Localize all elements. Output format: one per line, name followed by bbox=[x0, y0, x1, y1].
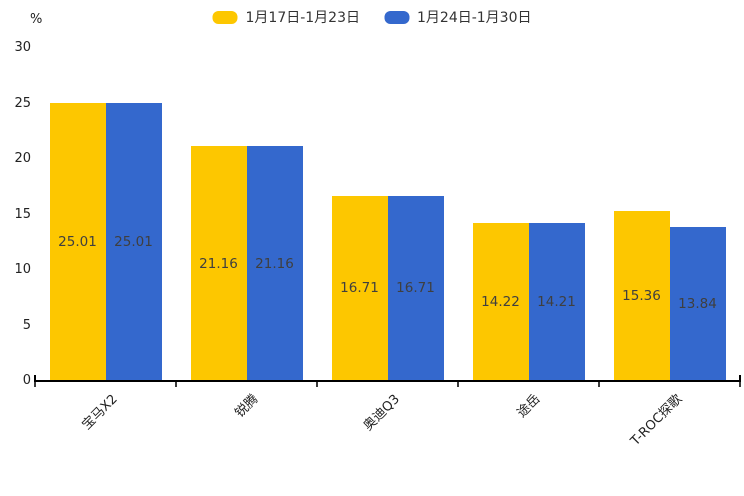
legend-marker-week1-icon bbox=[212, 10, 238, 24]
bar-week1-0: 25.01 bbox=[49, 103, 106, 381]
x-axis-endcap bbox=[34, 375, 36, 380]
y-axis-tick-label: 10 bbox=[14, 262, 31, 277]
y-axis-tick-label: 30 bbox=[14, 40, 31, 55]
bar-week2-2: 16.71 bbox=[387, 195, 444, 381]
bar-week2-0: 25.01 bbox=[105, 103, 162, 381]
x-axis-category-label: 宝马X2 bbox=[79, 391, 121, 433]
x-axis-line bbox=[34, 380, 741, 382]
legend-label-week1: 1月17日-1月23日 bbox=[245, 10, 361, 26]
y-axis-tick-label: 5 bbox=[22, 317, 31, 333]
x-axis-category-label: 锐腾 bbox=[232, 391, 262, 421]
bar-week1-2: 16.71 bbox=[331, 195, 388, 381]
bar-value-label: 25.01 bbox=[58, 234, 97, 251]
bar-week1-4: 15.36 bbox=[613, 210, 670, 381]
bar-week2-3: 14.21 bbox=[528, 223, 585, 381]
x-axis-tick bbox=[457, 382, 459, 387]
bar-week1-1: 21.16 bbox=[190, 146, 247, 381]
bar-value-label: 25.01 bbox=[114, 234, 153, 251]
chart-legend: 1月17日-1月23日 1月24日-1月30日 bbox=[212, 7, 532, 27]
x-axis-tick bbox=[739, 382, 741, 387]
bar-value-label: 16.71 bbox=[340, 280, 379, 297]
bar-value-label: 21.16 bbox=[255, 255, 294, 272]
bar-week1-3: 14.22 bbox=[472, 223, 529, 381]
y-axis-tick-label: 25 bbox=[14, 95, 31, 111]
legend-label-week2: 1月24日-1月30日 bbox=[417, 10, 532, 26]
y-axis-tick-label: 0 bbox=[22, 373, 31, 388]
bar-value-label: 14.21 bbox=[537, 294, 576, 311]
x-axis-tick bbox=[34, 382, 36, 387]
legend-item-week2[interactable]: 1月24日-1月30日 bbox=[384, 7, 532, 27]
legend-marker-week2-icon bbox=[384, 10, 409, 24]
bar-value-label: 13.84 bbox=[678, 296, 717, 313]
bar-value-label: 15.36 bbox=[622, 287, 661, 304]
x-axis-category-label: 途岳 bbox=[514, 391, 544, 421]
x-axis-tick bbox=[175, 382, 177, 387]
y-axis-unit-label: % bbox=[30, 12, 43, 27]
x-axis-category-label: T-ROC探歌 bbox=[627, 391, 685, 449]
bar-value-label: 14.22 bbox=[481, 294, 520, 311]
bar-week2-4: 13.84 bbox=[669, 227, 726, 381]
x-axis-tick bbox=[598, 382, 600, 387]
y-axis-tick-label: 15 bbox=[14, 206, 31, 222]
bar-week2-1: 21.16 bbox=[246, 146, 303, 381]
bar-value-label: 16.71 bbox=[396, 280, 435, 297]
x-axis-category-label: 奥迪Q3 bbox=[360, 391, 403, 434]
legend-item-week1[interactable]: 1月17日-1月23日 bbox=[212, 7, 361, 27]
bar-value-label: 21.16 bbox=[199, 255, 238, 272]
x-axis-endcap bbox=[739, 375, 741, 380]
y-axis-tick-label: 20 bbox=[14, 151, 31, 166]
x-axis-tick bbox=[316, 382, 318, 387]
